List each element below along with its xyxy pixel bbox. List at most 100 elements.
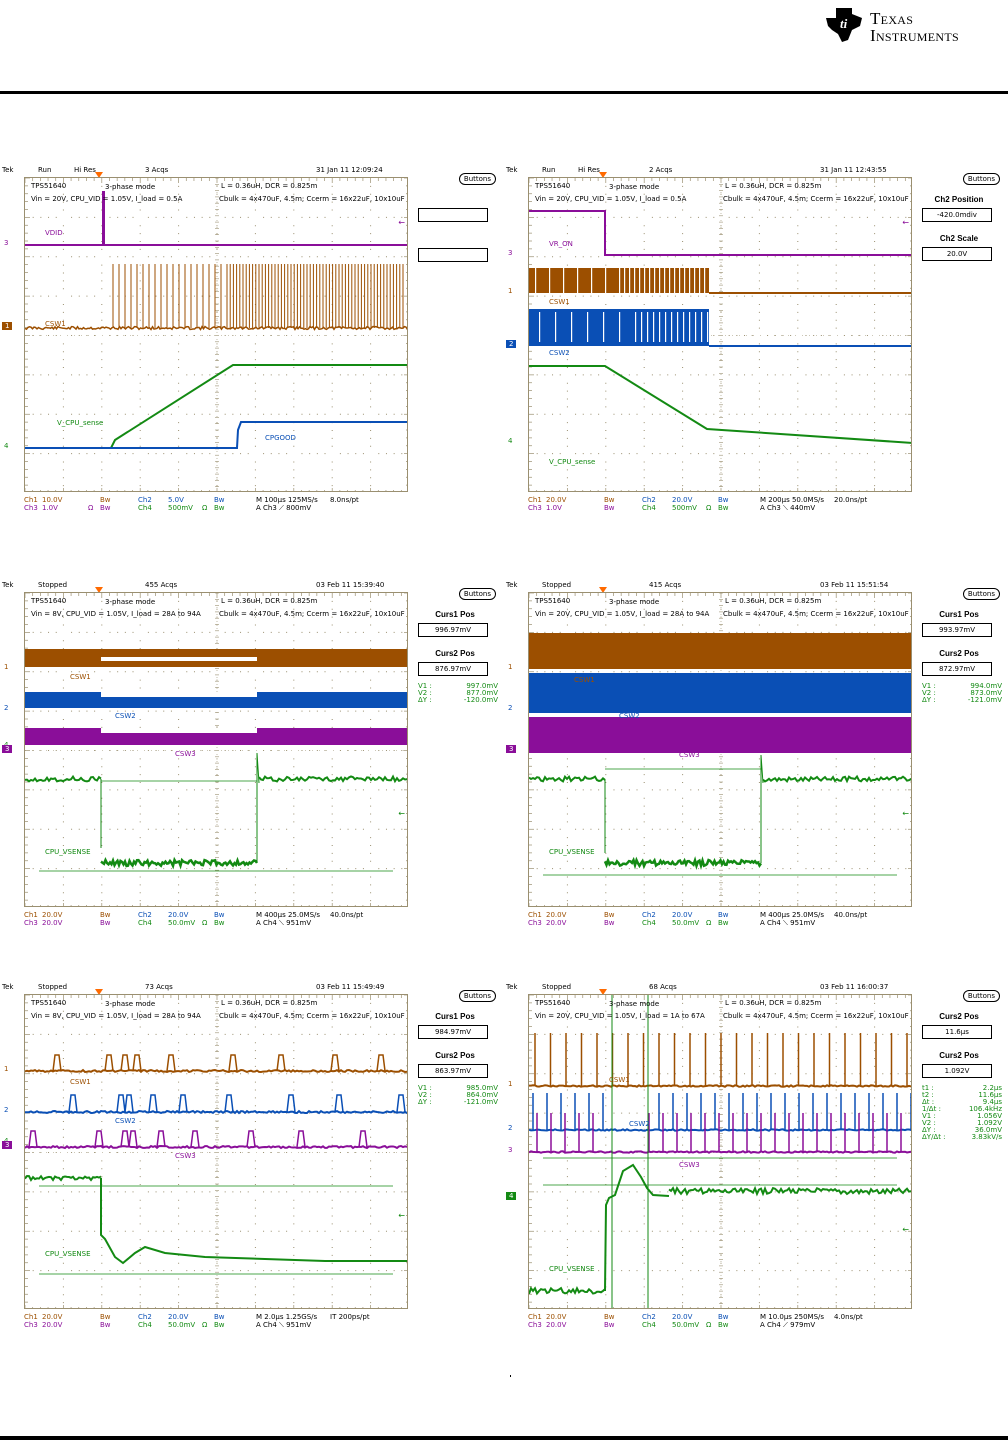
grid-dot bbox=[163, 750, 165, 751]
grid-dot bbox=[835, 821, 837, 823]
grid-dot bbox=[286, 710, 288, 712]
grid-dot bbox=[254, 437, 256, 439]
grid-dot bbox=[316, 828, 318, 830]
grid-dot bbox=[331, 430, 333, 431]
grid-dot bbox=[232, 868, 234, 870]
grid-dot bbox=[659, 789, 661, 791]
grid-dot bbox=[643, 1168, 645, 1170]
grid-dot bbox=[301, 1152, 303, 1153]
grid-dot bbox=[758, 1121, 760, 1122]
grid-dot bbox=[835, 225, 837, 227]
grid-dot bbox=[270, 1073, 272, 1075]
grid-dot bbox=[94, 631, 96, 633]
grid-dot bbox=[124, 335, 126, 336]
grid-dot bbox=[720, 758, 722, 760]
ground-reference-arrow-icon: ← bbox=[398, 218, 405, 227]
grid-dot bbox=[797, 319, 799, 321]
grid-dot bbox=[613, 1230, 615, 1232]
grid-dot bbox=[690, 1191, 692, 1193]
grid-dot bbox=[720, 398, 722, 400]
grid-dot bbox=[370, 233, 372, 235]
grid-dot bbox=[682, 1081, 684, 1083]
grid-dot bbox=[62, 1278, 64, 1280]
grid-dot bbox=[758, 1254, 760, 1256]
buttons-button[interactable]: Buttons bbox=[458, 173, 496, 185]
grid-dot bbox=[109, 413, 111, 415]
header-timestamp: 03 Feb 11 15:49:49 bbox=[316, 983, 385, 991]
grid-dot bbox=[385, 295, 387, 297]
header-state: Stopped bbox=[38, 983, 68, 991]
grid-dot bbox=[216, 640, 218, 642]
grid-dot bbox=[636, 1033, 638, 1035]
grid-dot bbox=[139, 367, 141, 368]
grid-dot bbox=[62, 461, 64, 463]
buttons-button[interactable]: Buttons bbox=[962, 588, 1000, 600]
grid-dot bbox=[263, 789, 265, 791]
grid-dot bbox=[628, 453, 630, 455]
grid-dot bbox=[71, 789, 73, 791]
grid-dot bbox=[193, 453, 195, 455]
grid-dot bbox=[247, 295, 249, 297]
grid-dot bbox=[820, 295, 822, 297]
grid-dot bbox=[62, 1065, 64, 1067]
grid-dot bbox=[813, 295, 815, 297]
grid-dot bbox=[270, 1112, 272, 1114]
grid-dot bbox=[216, 1050, 218, 1052]
readout-value: 864.0mV bbox=[466, 1091, 498, 1099]
grid-dot bbox=[155, 671, 157, 673]
grid-dot bbox=[293, 726, 295, 728]
footer-ch4-bw: Bw bbox=[214, 1321, 225, 1329]
grid-dot bbox=[32, 1073, 34, 1075]
grid-dot bbox=[178, 813, 180, 815]
buttons-button[interactable]: Buttons bbox=[458, 990, 496, 1002]
grid-dot bbox=[758, 616, 760, 618]
grid-dot bbox=[240, 335, 242, 336]
grid-dot bbox=[117, 789, 119, 791]
ground-reference-arrow-icon: ← bbox=[398, 1211, 405, 1220]
grid-dot bbox=[293, 687, 295, 689]
grid-dot bbox=[216, 600, 218, 602]
grid-dot bbox=[370, 1128, 372, 1130]
grid-dot bbox=[897, 256, 899, 258]
grid-dot bbox=[720, 319, 722, 321]
grid-dot bbox=[758, 1302, 760, 1304]
grid-dot bbox=[101, 1042, 103, 1044]
grid-dot bbox=[866, 374, 868, 376]
grid-dot bbox=[651, 256, 653, 258]
grid-dot bbox=[566, 821, 568, 823]
grid-dot bbox=[232, 1152, 234, 1153]
grid-dot bbox=[835, 406, 837, 408]
csw3-pulse-5 bbox=[190, 1130, 200, 1148]
grid-dot bbox=[293, 884, 295, 886]
grid-dot bbox=[247, 1270, 249, 1272]
grid-dot bbox=[331, 1026, 333, 1028]
trace-label: CSW2 bbox=[619, 712, 640, 720]
grid-dot bbox=[667, 216, 669, 218]
grid-dot bbox=[362, 631, 364, 633]
grid-dot bbox=[254, 1176, 256, 1178]
waveform-display: TPS51640 3-phase mode Vin = 20V, CPU_VID =… bbox=[528, 177, 912, 492]
grid-dot bbox=[117, 1152, 119, 1153]
grid-dot bbox=[613, 1112, 615, 1114]
buttons-button[interactable]: Buttons bbox=[458, 588, 496, 600]
grid-dot bbox=[835, 248, 837, 250]
grid-dot bbox=[293, 719, 295, 720]
grid-dot bbox=[178, 445, 180, 447]
grid-dot bbox=[598, 828, 600, 830]
grid-dot bbox=[178, 640, 180, 642]
grid-dot bbox=[293, 813, 295, 815]
grid-dot bbox=[566, 1097, 568, 1099]
grid-dot bbox=[293, 406, 295, 408]
grid-dot bbox=[216, 359, 218, 361]
grid-dot bbox=[758, 1002, 760, 1004]
grid-dot bbox=[32, 750, 34, 751]
grid-dot bbox=[355, 631, 357, 633]
grid-dot bbox=[301, 216, 303, 218]
grid-dot bbox=[178, 1199, 180, 1201]
header-acqs: 455 Acqs bbox=[145, 581, 178, 589]
buttons-button[interactable]: Buttons bbox=[962, 173, 1000, 185]
grid-dot bbox=[797, 600, 799, 602]
grid-dot bbox=[790, 256, 792, 258]
grid-dot bbox=[767, 1112, 769, 1114]
info-phase-mode: 3-phase mode bbox=[105, 598, 156, 606]
